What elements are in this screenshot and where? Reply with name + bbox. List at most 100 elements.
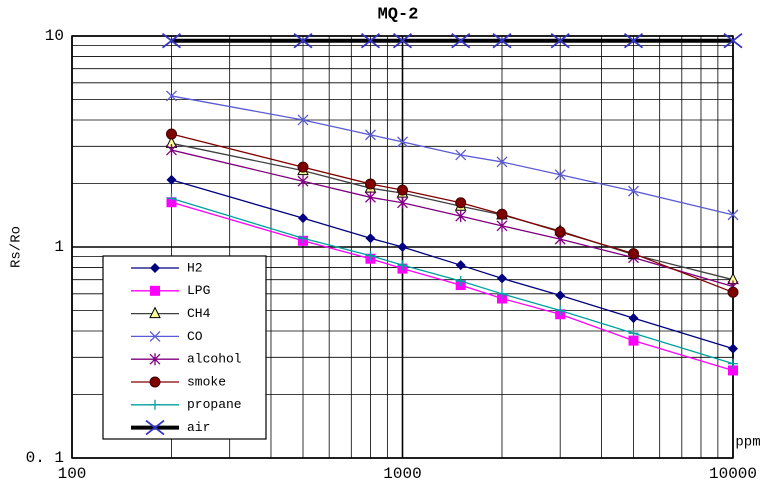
marker <box>496 156 508 168</box>
marker-shape <box>623 32 644 49</box>
marker-shape <box>397 260 408 271</box>
marker <box>496 208 508 220</box>
marker-shape <box>496 208 508 220</box>
marker-shape <box>554 169 566 181</box>
marker-shape <box>365 250 376 261</box>
marker <box>455 276 466 287</box>
marker-shape <box>554 226 566 238</box>
legend-entry: CO <box>131 329 203 344</box>
marker-shape <box>166 90 177 102</box>
marker <box>723 32 743 49</box>
marker-shape <box>555 290 566 301</box>
marker-shape <box>166 144 177 157</box>
marker <box>492 32 512 49</box>
marker <box>455 210 467 223</box>
marker-shape <box>496 219 508 232</box>
marker-shape <box>166 174 177 185</box>
marker <box>397 260 408 271</box>
marker-shape <box>455 149 467 161</box>
marker-shape <box>397 242 408 252</box>
marker <box>496 288 507 299</box>
marker <box>149 376 161 388</box>
marker-shape <box>728 358 738 369</box>
marker <box>628 335 639 346</box>
legend-label: air <box>187 420 210 435</box>
marker <box>364 178 376 190</box>
marker-shape <box>297 175 309 188</box>
marker <box>397 196 408 209</box>
marker-shape <box>628 185 639 197</box>
marker-shape <box>392 32 413 49</box>
marker <box>397 242 408 252</box>
marker <box>628 248 640 260</box>
marker <box>365 191 376 204</box>
marker-shape <box>365 191 376 204</box>
marker <box>150 263 160 273</box>
legend-label: smoke <box>187 374 226 389</box>
marker <box>496 273 507 284</box>
marker-shape <box>397 136 408 148</box>
marker <box>455 149 467 161</box>
legend-entry: alcohol <box>131 352 242 367</box>
marker-shape <box>492 32 512 49</box>
legend-box <box>102 255 267 440</box>
marker-shape <box>727 209 739 221</box>
marker-shape <box>455 276 466 287</box>
marker-shape <box>723 32 743 49</box>
marker-shape <box>150 399 160 410</box>
legend-label: propane <box>187 397 242 412</box>
marker <box>451 32 471 49</box>
marker-shape <box>455 260 466 271</box>
legend-label: alcohol <box>187 352 242 367</box>
plot-frame <box>71 35 734 459</box>
y-tick-label: 0. 1 <box>26 449 64 467</box>
marker <box>623 32 644 49</box>
marker <box>727 286 739 298</box>
legend-label: LPG <box>187 283 210 298</box>
legend-entry: smoke <box>131 374 226 389</box>
marker-shape <box>365 129 376 141</box>
marker <box>554 169 566 181</box>
marker-shape <box>297 114 309 126</box>
marker-shape <box>364 178 376 190</box>
x-tick-label: 1000 <box>383 465 421 483</box>
marker <box>550 32 570 49</box>
marker <box>728 365 738 376</box>
y-tick-label: 1 <box>54 238 64 256</box>
marker-shape <box>293 32 313 49</box>
marker-shape <box>145 419 165 436</box>
marker-shape <box>360 32 381 49</box>
marker <box>166 90 177 102</box>
legend-entry: LPG <box>131 283 210 298</box>
marker <box>555 290 566 301</box>
marker-shape <box>555 305 566 316</box>
marker <box>297 175 309 188</box>
marker <box>149 353 161 366</box>
marker-shape <box>628 313 639 324</box>
marker <box>728 358 738 369</box>
marker-shape <box>161 32 182 49</box>
marker-shape <box>728 343 738 354</box>
marker <box>166 193 177 204</box>
marker <box>149 330 161 342</box>
marker <box>728 343 738 354</box>
marker-shape <box>496 156 508 168</box>
marker <box>165 128 177 140</box>
marker-shape <box>727 286 739 298</box>
marker <box>397 184 408 196</box>
legend-label: CO <box>187 329 203 344</box>
marker-shape <box>166 193 177 204</box>
marker-shape <box>298 213 309 224</box>
marker-shape <box>455 197 467 209</box>
marker-shape <box>397 184 408 196</box>
marker <box>365 250 376 261</box>
marker-shape <box>149 353 161 366</box>
marker <box>365 129 376 141</box>
legend-entry: air <box>131 419 210 436</box>
marker-shape <box>455 210 467 223</box>
marker <box>555 305 566 316</box>
marker <box>149 306 161 319</box>
marker <box>166 174 177 185</box>
chart-title: MQ-2 <box>378 5 419 24</box>
